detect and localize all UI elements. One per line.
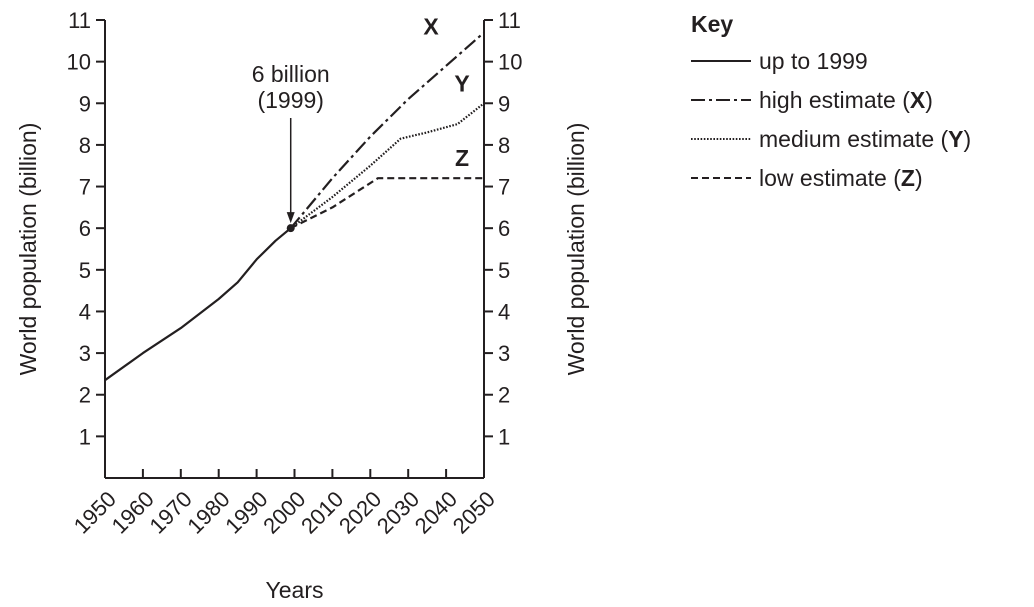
series-letter-x: X (423, 14, 439, 40)
series-layer: X Y Z (104, 14, 485, 382)
x-tick-label: 1980 (182, 486, 234, 538)
y-tick-label-left: 7 (79, 175, 91, 200)
y-tick-label-left: 4 (79, 299, 91, 324)
x-tick-label: 1990 (220, 486, 272, 538)
y-tick-label-left: 5 (79, 258, 91, 283)
x-tick-label: 2010 (296, 486, 348, 538)
legend-label-dashed: low estimate (Z) (759, 165, 923, 191)
y-tick-label-left: 6 (79, 216, 91, 241)
y-tick-label-left: 8 (79, 133, 91, 158)
annotation-text-line1: 6 billion (252, 61, 330, 87)
y-tick-label-right: 3 (498, 341, 510, 366)
y-tick-label-left: 10 (67, 50, 91, 75)
x-tick-label: 2020 (334, 486, 386, 538)
series-letter-z: Z (455, 145, 469, 171)
legend-title: Key (691, 11, 733, 37)
y-tick-label-left: 1 (79, 424, 91, 449)
y-tick-label-left: 9 (79, 91, 91, 116)
annotation-arrow-head (286, 212, 295, 224)
y-tick-label-right: 4 (498, 299, 510, 324)
y-axis-title-left: World population (billion) (15, 123, 41, 376)
y-axis-title-right: World population (billion) (563, 123, 589, 376)
series-line-dash-dot (289, 31, 485, 229)
y-tick-label-right: 5 (498, 258, 510, 283)
y-tick-label-right: 7 (498, 175, 510, 200)
y-tick-label-right: 6 (498, 216, 510, 241)
y-tick-label-left: 11 (68, 8, 91, 33)
x-axis-title: Years (266, 577, 324, 603)
annotation-point (286, 224, 295, 233)
annotation-layer: 6 billion (1999) (252, 61, 330, 233)
x-tick-label: 2050 (448, 486, 500, 538)
series-line-solid (104, 227, 292, 382)
x-tick-label: 2030 (372, 486, 424, 538)
y-tick-label-left: 2 (79, 383, 91, 408)
y-tick-label-right: 9 (498, 91, 510, 116)
y-tick-label-right: 11 (498, 8, 521, 33)
y-tick-label-left: 3 (79, 341, 91, 366)
annotation-text-line2: (1999) (257, 87, 323, 113)
x-tick-label: 2000 (258, 486, 310, 538)
y-tick-label-right: 10 (498, 50, 522, 75)
x-tick-label: 1950 (69, 486, 121, 538)
y-tick-label-right: 8 (498, 133, 510, 158)
series-line-dashed (290, 177, 484, 230)
series-letter-y: Y (454, 70, 469, 96)
series-line-dotted (290, 102, 485, 230)
y-tick-label-right: 1 (498, 424, 510, 449)
x-tick-label: 1960 (107, 486, 159, 538)
x-tick-label: 1970 (144, 486, 196, 538)
legend-label-solid: up to 1999 (759, 48, 868, 74)
legend-label-dash-dot: high estimate (X) (759, 87, 933, 113)
legend: Key up to 1999 high estimate (X) medium es… (691, 11, 971, 191)
y-tick-label-right: 2 (498, 383, 510, 408)
x-tick-label: 2040 (410, 486, 462, 538)
legend-label-dotted: medium estimate (Y) (759, 126, 971, 152)
